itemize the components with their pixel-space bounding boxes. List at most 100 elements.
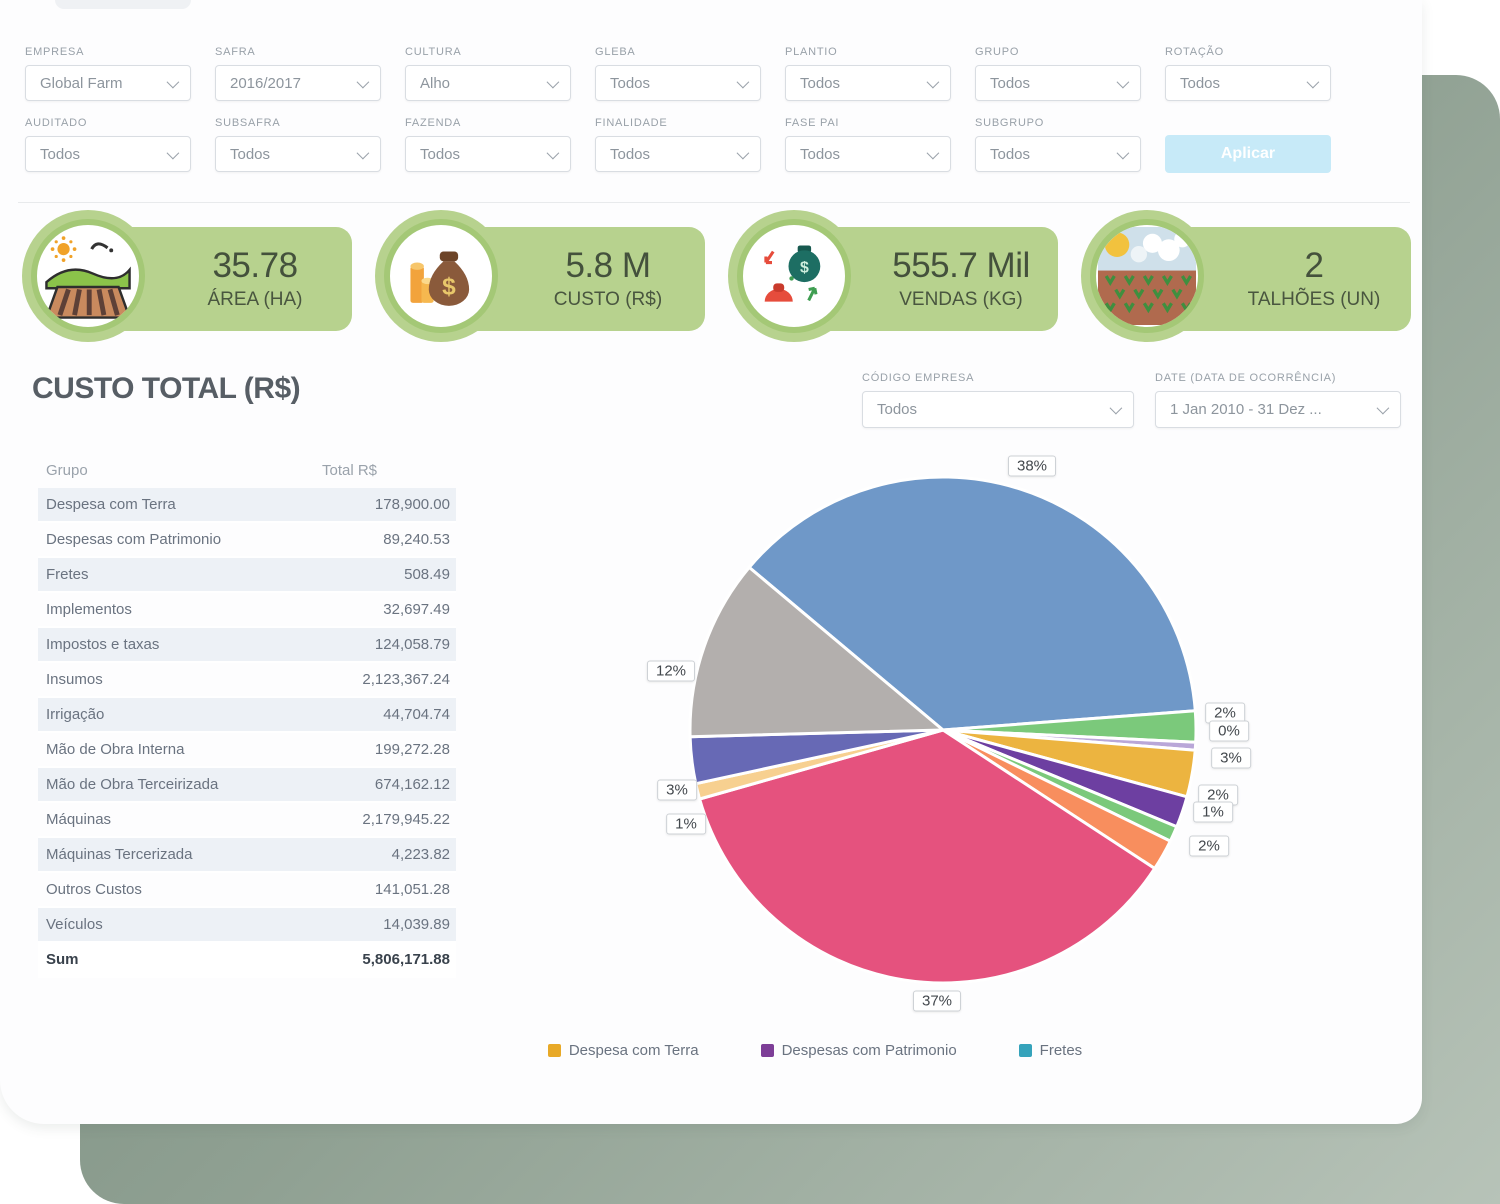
plantio-dropdown[interactable]: Todos bbox=[785, 65, 951, 101]
kpi-row: 35.78 ÁREA (HA) 5.8 M CUSTO (R$) $555.7 Mil V… bbox=[22, 210, 1411, 348]
pie-slice-maquinas[interactable] bbox=[747, 475, 1197, 732]
filter-label: SUBSAFRA bbox=[215, 117, 281, 129]
table-row[interactable]: Máquinas Tercerizada 4,223.82 bbox=[38, 837, 456, 873]
dropdown-value: Todos bbox=[230, 145, 271, 163]
chevron-down-icon bbox=[356, 146, 370, 159]
filter-bar: EMPRESA Global Farm SAFRA 2016/2017 CULTURA A… bbox=[25, 46, 1405, 189]
date-filter-control: DATE (DATA DE OCORRÊNCIA) 1 Jan 2010 - 3… bbox=[1155, 372, 1401, 428]
filter-label: SAFRA bbox=[215, 46, 256, 58]
dropdown-value: Todos bbox=[990, 145, 1031, 163]
auditado-dropdown[interactable]: Todos bbox=[25, 136, 191, 172]
grupo-cell[interactable]: Mão de Obra Terceirizada bbox=[38, 767, 314, 803]
pie-slice-insumos[interactable] bbox=[698, 728, 1157, 985]
pie-label: 1% bbox=[666, 813, 706, 835]
grupo-cell[interactable]: Impostos e taxas bbox=[38, 627, 314, 663]
table-row[interactable]: Despesa com Terra 178,900.00 bbox=[38, 488, 456, 523]
svg-text:$: $ bbox=[800, 259, 809, 276]
pie-label: 0% bbox=[1209, 720, 1249, 742]
pie-slice-mao-de-obra-terceirizada[interactable] bbox=[688, 565, 945, 739]
fazenda-dropdown[interactable]: Todos bbox=[405, 136, 571, 172]
dropdown-value: Todos bbox=[877, 401, 918, 418]
total-cell: 44,704.74 bbox=[314, 697, 456, 733]
chevron-down-icon bbox=[1116, 146, 1130, 159]
table-row[interactable]: Veículos 14,039.89 bbox=[38, 907, 456, 943]
total-cell: 14,039.89 bbox=[314, 907, 456, 943]
legend-item-despesa-com-terra[interactable]: Despesa com Terra bbox=[547, 1042, 699, 1059]
pie-label: 37% bbox=[912, 990, 962, 1012]
total-cell: 124,058.79 bbox=[314, 627, 456, 663]
legend-label: Despesa com Terra bbox=[568, 1042, 699, 1059]
grupo-cell[interactable]: Insumos bbox=[38, 662, 314, 698]
subsafra-dropdown[interactable]: Todos bbox=[215, 136, 381, 172]
kpi-icon-badge: $ bbox=[728, 210, 860, 342]
dropdown-value: Todos bbox=[990, 74, 1031, 92]
grupo-cell[interactable]: Despesas com Patrimonio bbox=[38, 522, 314, 558]
money-bag-icon: $ bbox=[384, 219, 498, 333]
dropdown-value: Todos bbox=[1180, 74, 1221, 92]
pie-label: 2% bbox=[1198, 784, 1238, 806]
table-row[interactable]: Outros Custos 141,051.28 bbox=[38, 872, 456, 908]
filter-label: PLANTIO bbox=[785, 46, 838, 58]
grupo-cell[interactable]: Implementos bbox=[38, 592, 314, 628]
grupo-cell[interactable]: Máquinas Tercerizada bbox=[38, 837, 314, 873]
total-cell: 508.49 bbox=[314, 557, 456, 593]
filter-grupo: GRUPO Todos bbox=[975, 46, 1141, 101]
grupo-cell[interactable]: Outros Custos bbox=[38, 872, 314, 908]
grupo-cell[interactable]: Mão de Obra Interna bbox=[38, 732, 314, 768]
filter-plantio: PLANTIO Todos bbox=[785, 46, 951, 101]
grupo-cell[interactable]: Despesa com Terra bbox=[38, 488, 314, 523]
table-row[interactable]: Despesas com Patrimonio 89,240.53 bbox=[38, 522, 456, 558]
legend-swatch bbox=[547, 1044, 561, 1057]
chevron-down-icon bbox=[166, 146, 180, 159]
filter-label: GRUPO bbox=[975, 46, 1020, 58]
fase-pai-dropdown[interactable]: Todos bbox=[785, 136, 951, 172]
chevron-down-icon bbox=[736, 75, 750, 88]
date-range-dropdown[interactable]: 1 Jan 2010 - 31 Dez ... bbox=[1155, 391, 1401, 428]
safra-dropdown[interactable]: 2016/2017 bbox=[215, 65, 381, 101]
filter-label: SUBGRUPO bbox=[975, 117, 1045, 129]
finalidade-dropdown[interactable]: Todos bbox=[595, 136, 761, 172]
grupo-cell[interactable]: Irrigação bbox=[38, 697, 314, 733]
legend-label: Despesas com Patrimonio bbox=[781, 1042, 957, 1059]
grupo-dropdown[interactable]: Todos bbox=[975, 65, 1141, 101]
table-row[interactable]: Mão de Obra Terceirizada 674,162.12 bbox=[38, 767, 456, 803]
crop-plots-icon bbox=[1090, 219, 1204, 333]
table-row[interactable]: Máquinas 2,179,945.22 bbox=[38, 802, 456, 838]
subgrupo-dropdown[interactable]: Todos bbox=[975, 136, 1141, 172]
pie-label: 12% bbox=[646, 660, 696, 682]
total-cell: 141,051.28 bbox=[314, 872, 456, 908]
kpi-label: TALHÕES (UN) bbox=[1247, 288, 1381, 310]
empresa-dropdown[interactable]: Global Farm bbox=[25, 65, 191, 101]
filter-subgrupo: SUBGRUPO Todos bbox=[975, 117, 1141, 173]
dropdown-value: Todos bbox=[420, 145, 461, 163]
legend-item-despesas-com-patrimonio[interactable]: Despesas com Patrimonio bbox=[760, 1042, 957, 1059]
total-cell: 32,697.49 bbox=[314, 592, 456, 628]
sales-exchange-icon: $ bbox=[737, 219, 851, 333]
grupo-cell[interactable]: Máquinas bbox=[38, 802, 314, 838]
grupo-cell[interactable]: Veículos bbox=[38, 907, 314, 943]
table-row[interactable]: Implementos 32,697.49 bbox=[38, 592, 456, 628]
kpi-value: 5.8 M bbox=[565, 246, 651, 286]
aplicar-button[interactable]: Aplicar bbox=[1165, 135, 1331, 173]
grupo-cell[interactable]: Fretes bbox=[38, 557, 314, 593]
chevron-down-icon bbox=[1116, 75, 1130, 88]
total-cell: 199,272.28 bbox=[314, 732, 456, 768]
cultura-dropdown[interactable]: Alho bbox=[405, 65, 571, 101]
gleba-dropdown[interactable]: Todos bbox=[595, 65, 761, 101]
table-row[interactable]: Insumos 2,123,367.24 bbox=[38, 662, 456, 698]
divider bbox=[18, 202, 1410, 203]
chevron-down-icon bbox=[736, 146, 750, 159]
table-row[interactable]: Fretes 508.49 bbox=[38, 557, 456, 593]
total-cell: 2,123,367.24 bbox=[314, 662, 456, 698]
codigo-empresa-dropdown[interactable]: Todos bbox=[862, 391, 1134, 428]
table-row[interactable]: Mão de Obra Interna 199,272.28 bbox=[38, 732, 456, 768]
chart-legend: Despesa com Terra Despesas com Patrimonio… bbox=[455, 1042, 1175, 1059]
pie-label: 1% bbox=[1193, 801, 1233, 823]
apply-column: Aplicar bbox=[1165, 117, 1331, 173]
table-row[interactable]: Irrigação 44,704.74 bbox=[38, 697, 456, 733]
table-row[interactable]: Impostos e taxas 124,058.79 bbox=[38, 627, 456, 663]
kpi-label: ÁREA (HA) bbox=[207, 288, 303, 310]
rotacao-dropdown[interactable]: Todos bbox=[1165, 65, 1331, 101]
legend-item-fretes[interactable]: Fretes bbox=[1018, 1042, 1082, 1059]
filter-label: FASE PAI bbox=[785, 117, 840, 129]
